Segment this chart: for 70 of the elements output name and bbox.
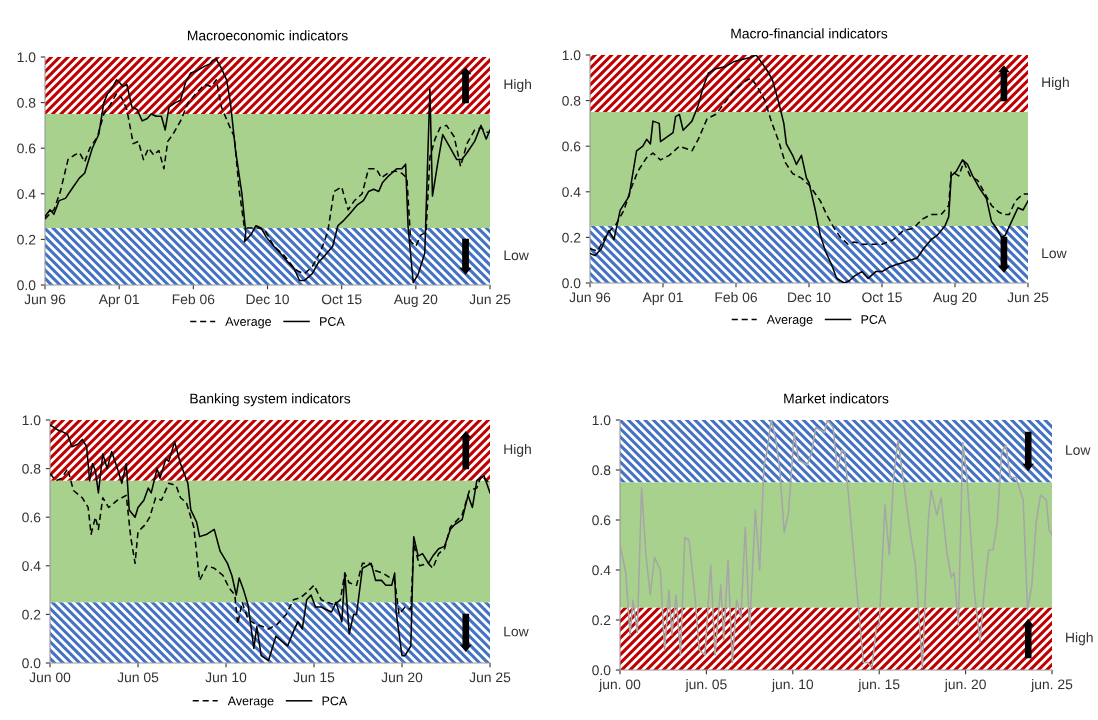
band-label: Low <box>1066 445 1091 455</box>
y-tick-label: 0.6 <box>592 515 611 526</box>
x-tick-label: Jun 25 <box>469 672 511 683</box>
x-tick-label: Dec 10 <box>788 292 831 303</box>
band-label: High <box>1042 77 1069 90</box>
x-tick-label: jun. 00 <box>598 679 641 692</box>
y-tick-label: 0.4 <box>562 187 581 197</box>
x-tick-label: Apr 01 <box>642 292 683 305</box>
line-series <box>620 420 1052 669</box>
y-tick-label: 0.0 <box>17 280 36 291</box>
x-tick-label: Apr 01 <box>98 294 139 307</box>
x-tick-label: jun. 20 <box>944 679 986 692</box>
y-tick-label: 0.2 <box>592 615 611 626</box>
x-tick-label: Oct 15 <box>862 292 902 303</box>
x-tick-label: Dec 10 <box>246 294 289 305</box>
y-tick-label: 1.0 <box>562 50 581 61</box>
y-tick-label: 0.6 <box>562 141 581 152</box>
y-tick-label: 0.4 <box>592 565 611 576</box>
x-tick-label: jun. 25 <box>1030 679 1073 692</box>
x-tick-label: jun. 10 <box>771 679 814 692</box>
y-tick-label: 0.8 <box>22 463 41 474</box>
x-tick-label: Aug 20 <box>393 294 438 307</box>
legend-label: Average <box>766 315 813 327</box>
legend-label: PCA <box>322 696 348 706</box>
x-tick-label: Jun 05 <box>117 672 159 683</box>
band-label: High <box>1066 632 1093 646</box>
y-tick-label: 0.6 <box>22 512 41 523</box>
band-label: Low <box>1042 248 1067 259</box>
y-tick-label: 0.4 <box>17 189 36 199</box>
y-tick-label: 0.4 <box>22 561 41 571</box>
legend-label: PCA <box>320 317 345 326</box>
x-tick-label: Feb 06 <box>715 292 758 303</box>
x-tick-label: Jun 96 <box>569 292 611 303</box>
band-label: Low <box>504 626 529 637</box>
x-tick-label: Jun 00 <box>29 672 71 683</box>
y-tick-label: 0.2 <box>22 609 41 620</box>
x-tick-label: Jun 15 <box>293 672 335 683</box>
legend-label: Average <box>225 317 272 329</box>
line-series <box>590 55 1028 283</box>
y-tick-label: 0.0 <box>592 665 611 676</box>
x-tick-label: Jun 25 <box>469 294 511 305</box>
legend-label: PCA <box>861 315 887 324</box>
x-tick-label: Feb 06 <box>172 294 215 305</box>
x-tick-label: Oct 15 <box>321 294 362 305</box>
chart-title: Macroeconomic indicators <box>187 30 348 41</box>
x-tick-label: Jun 20 <box>381 672 423 683</box>
y-tick-label: 1.0 <box>22 415 41 426</box>
band-label: Low <box>504 250 529 261</box>
chart-title: Macro-financial indicators <box>731 28 888 39</box>
y-tick-label: 0.0 <box>22 658 41 669</box>
y-tick-label: 0.8 <box>562 95 581 106</box>
x-tick-label: Jun 96 <box>24 294 66 305</box>
y-tick-label: 0.6 <box>17 143 36 154</box>
y-tick-label: 0.0 <box>562 278 581 289</box>
x-tick-label: jun. 05 <box>685 679 727 692</box>
band-label: High <box>504 79 532 92</box>
x-tick-label: jun. 15 <box>858 679 900 692</box>
chart-title: Market indicators <box>784 393 889 404</box>
band-label: High <box>504 443 531 457</box>
y-tick-label: 0.8 <box>592 465 611 476</box>
y-tick-label: 1.0 <box>592 415 611 426</box>
x-tick-label: Aug 20 <box>933 292 977 305</box>
y-tick-label: 0.8 <box>17 97 36 108</box>
chart-title: Banking system indicators <box>190 393 351 407</box>
y-tick-label: 0.2 <box>562 232 581 243</box>
x-tick-label: Jun 25 <box>1007 292 1049 303</box>
x-tick-label: Jun 10 <box>205 672 247 683</box>
y-tick-label: 1.0 <box>17 52 36 63</box>
legend-label: Average <box>227 696 274 708</box>
y-tick-label: 0.2 <box>17 234 36 245</box>
